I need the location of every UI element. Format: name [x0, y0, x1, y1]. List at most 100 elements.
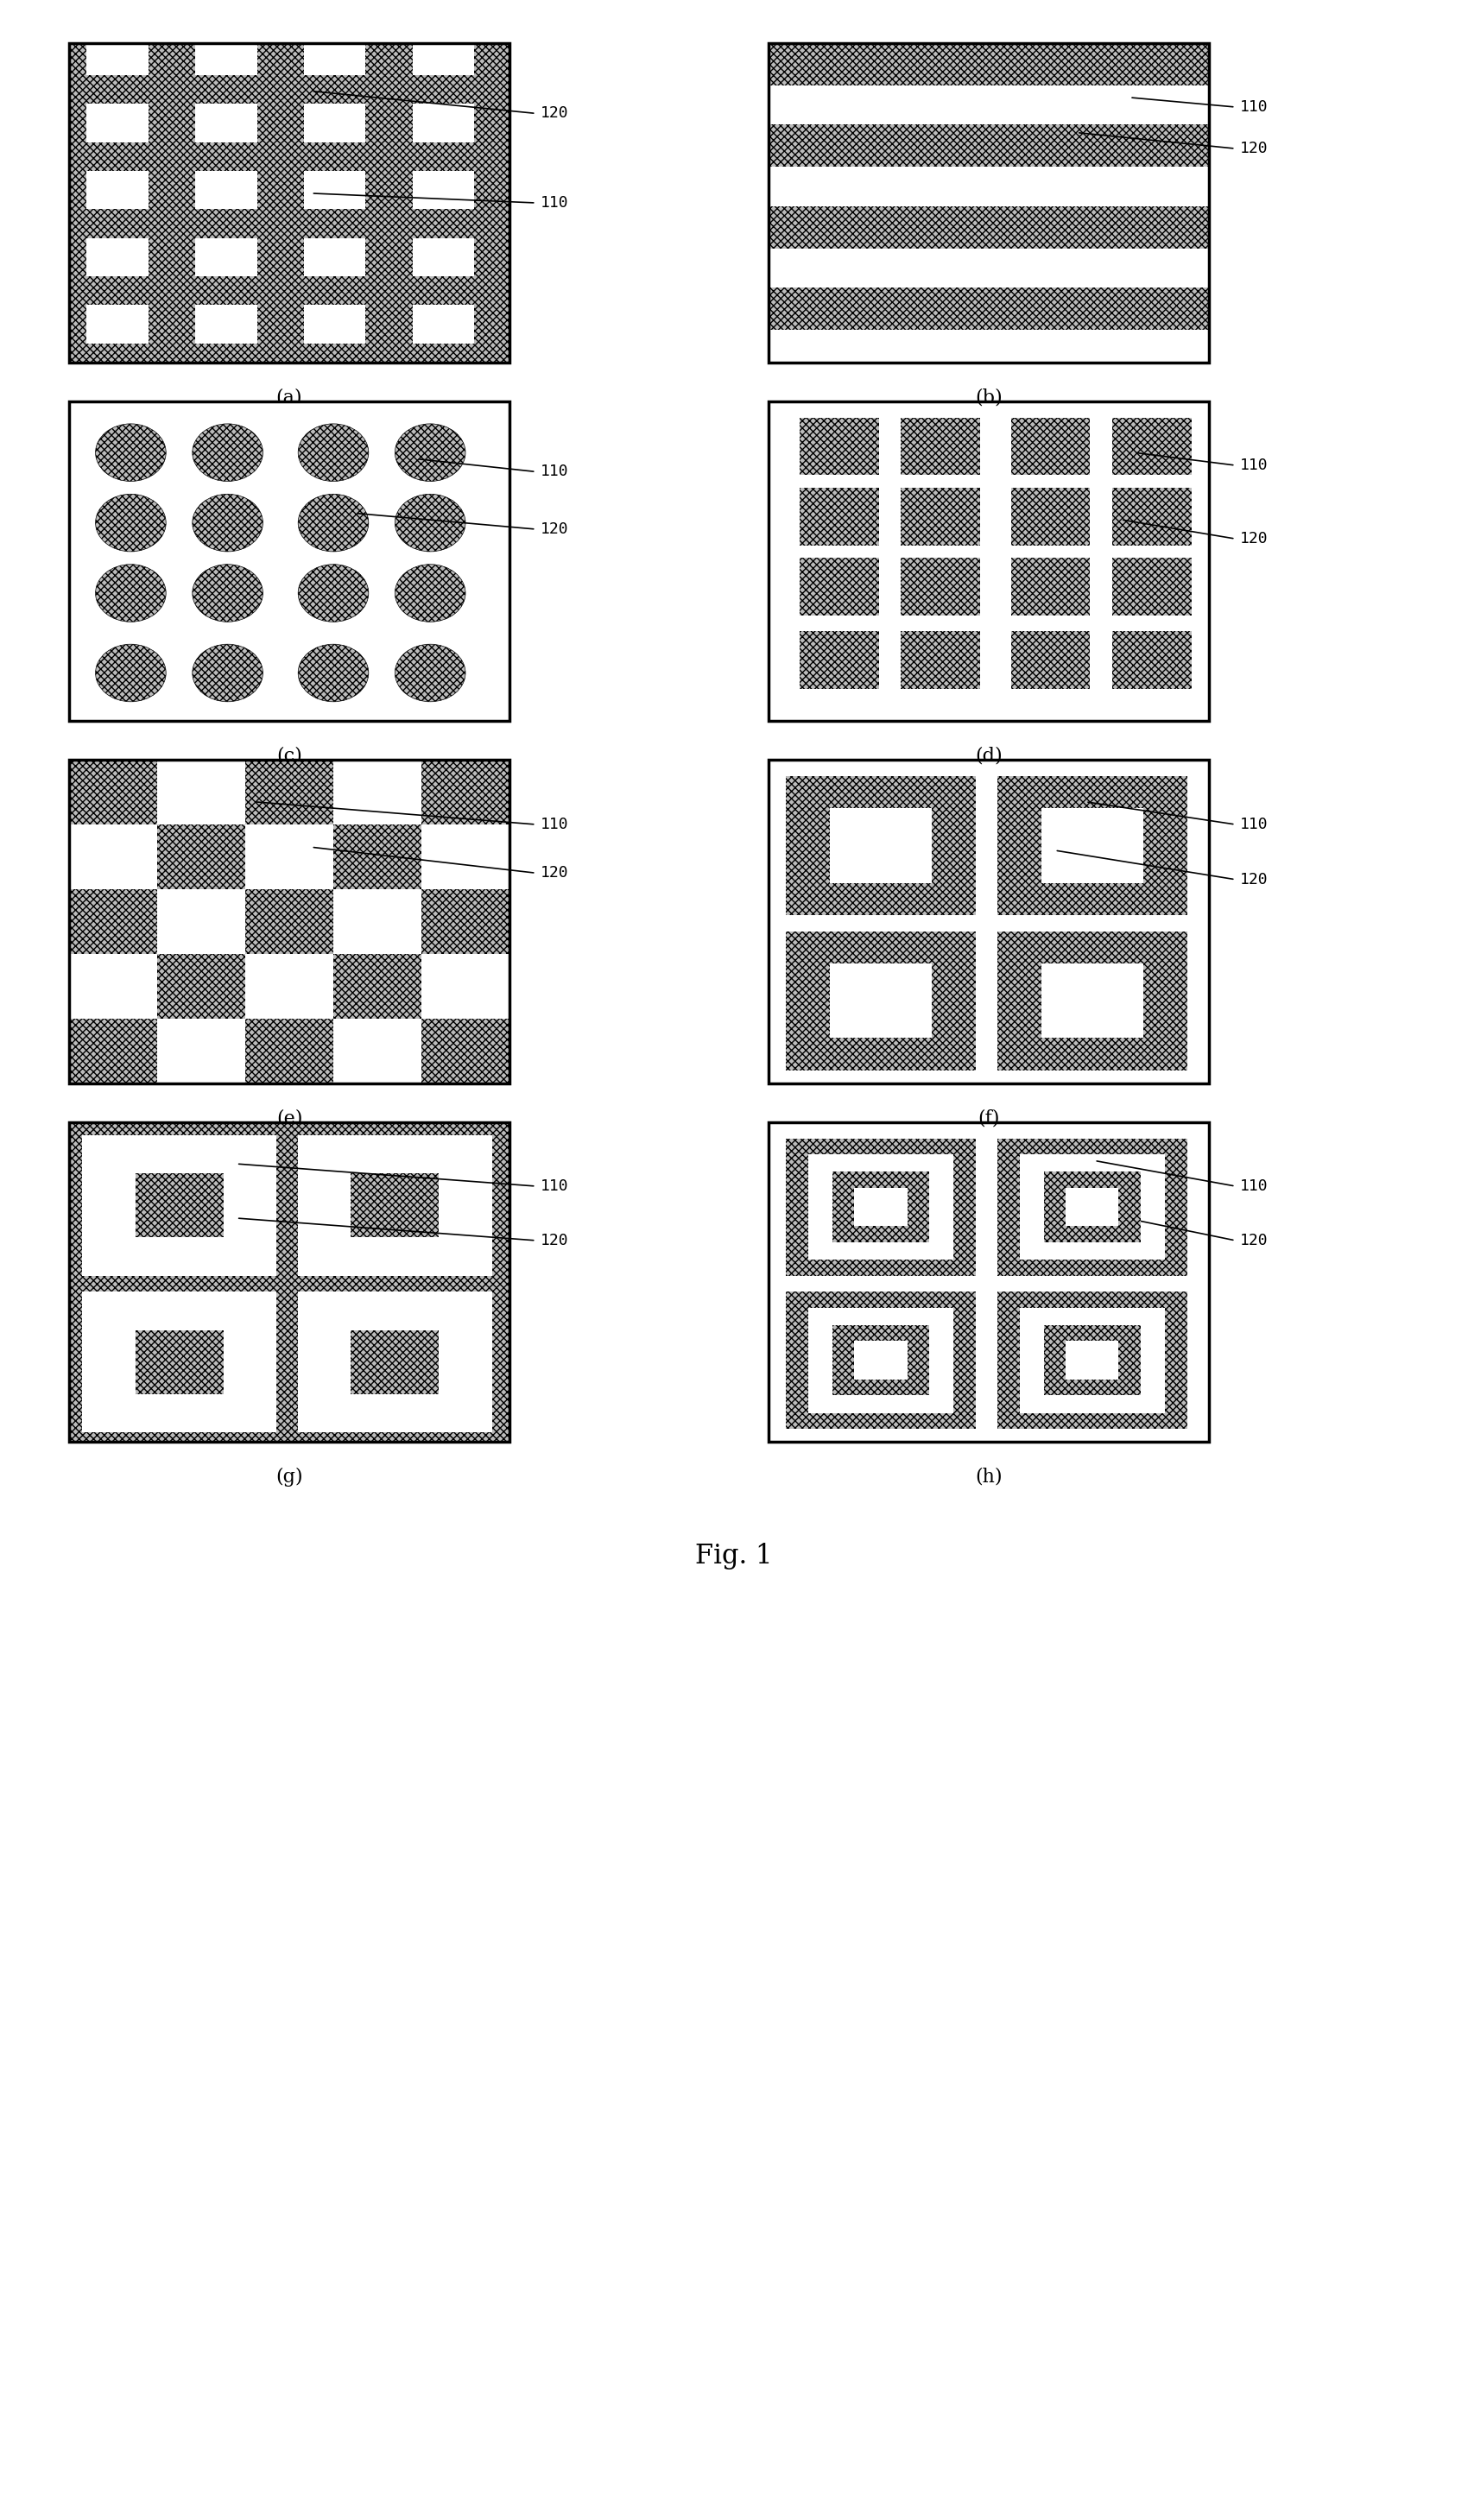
Text: 110: 110 — [1240, 1179, 1268, 1194]
FancyBboxPatch shape — [304, 38, 366, 76]
FancyBboxPatch shape — [901, 557, 981, 615]
FancyBboxPatch shape — [901, 418, 981, 474]
FancyBboxPatch shape — [69, 759, 157, 824]
FancyBboxPatch shape — [787, 932, 976, 1071]
FancyBboxPatch shape — [195, 171, 257, 209]
Text: (c): (c) — [276, 746, 302, 766]
FancyBboxPatch shape — [135, 1174, 223, 1237]
FancyBboxPatch shape — [82, 1134, 276, 1275]
FancyBboxPatch shape — [298, 1134, 492, 1275]
FancyBboxPatch shape — [157, 824, 245, 890]
FancyBboxPatch shape — [413, 171, 474, 209]
FancyBboxPatch shape — [787, 1293, 976, 1429]
Text: (d): (d) — [975, 746, 1003, 766]
FancyBboxPatch shape — [1020, 1154, 1166, 1260]
FancyBboxPatch shape — [245, 759, 333, 824]
FancyBboxPatch shape — [1113, 557, 1192, 615]
Text: (b): (b) — [975, 388, 1003, 408]
FancyBboxPatch shape — [351, 1174, 439, 1237]
FancyBboxPatch shape — [87, 305, 148, 343]
Ellipse shape — [395, 423, 465, 481]
Text: (f): (f) — [978, 1109, 1000, 1129]
FancyBboxPatch shape — [87, 38, 148, 76]
Text: 110: 110 — [540, 1179, 568, 1194]
Ellipse shape — [395, 494, 465, 552]
Ellipse shape — [192, 423, 263, 481]
FancyBboxPatch shape — [245, 1018, 333, 1084]
FancyBboxPatch shape — [831, 809, 932, 882]
FancyBboxPatch shape — [69, 43, 509, 363]
Text: 120: 120 — [540, 864, 568, 882]
Text: 110: 110 — [1240, 459, 1268, 474]
Text: 120: 120 — [1240, 532, 1268, 547]
FancyBboxPatch shape — [1113, 489, 1192, 544]
FancyBboxPatch shape — [854, 1187, 907, 1227]
FancyBboxPatch shape — [1011, 557, 1091, 615]
FancyBboxPatch shape — [87, 103, 148, 141]
FancyBboxPatch shape — [1011, 633, 1091, 688]
FancyBboxPatch shape — [800, 418, 879, 474]
Text: 110: 110 — [1240, 98, 1268, 116]
FancyBboxPatch shape — [87, 171, 148, 209]
FancyBboxPatch shape — [901, 489, 981, 544]
FancyBboxPatch shape — [1066, 1341, 1119, 1378]
FancyBboxPatch shape — [832, 1172, 929, 1242]
FancyBboxPatch shape — [69, 890, 157, 955]
FancyBboxPatch shape — [304, 103, 366, 141]
FancyBboxPatch shape — [832, 1326, 929, 1396]
FancyBboxPatch shape — [1044, 1326, 1141, 1396]
FancyBboxPatch shape — [901, 633, 981, 688]
FancyBboxPatch shape — [1113, 418, 1192, 474]
FancyBboxPatch shape — [998, 1293, 1188, 1429]
FancyBboxPatch shape — [421, 759, 509, 824]
FancyBboxPatch shape — [769, 207, 1210, 249]
FancyBboxPatch shape — [69, 1018, 157, 1084]
FancyBboxPatch shape — [421, 1018, 509, 1084]
FancyBboxPatch shape — [245, 890, 333, 955]
FancyBboxPatch shape — [787, 1139, 976, 1275]
FancyBboxPatch shape — [998, 932, 1188, 1071]
FancyBboxPatch shape — [69, 1121, 509, 1441]
Text: 120: 120 — [540, 522, 568, 537]
FancyBboxPatch shape — [998, 1139, 1188, 1275]
Text: 110: 110 — [1240, 816, 1268, 832]
FancyBboxPatch shape — [1044, 1172, 1141, 1242]
FancyBboxPatch shape — [1042, 809, 1144, 882]
Text: 120: 120 — [1240, 872, 1268, 887]
Text: 110: 110 — [540, 194, 568, 212]
FancyBboxPatch shape — [769, 43, 1210, 86]
FancyBboxPatch shape — [1020, 1308, 1166, 1414]
FancyBboxPatch shape — [1113, 633, 1192, 688]
FancyBboxPatch shape — [195, 237, 257, 277]
FancyBboxPatch shape — [831, 963, 932, 1038]
FancyBboxPatch shape — [195, 38, 257, 76]
Text: (a): (a) — [276, 388, 302, 408]
FancyBboxPatch shape — [333, 955, 421, 1018]
Text: 120: 120 — [1240, 141, 1268, 156]
FancyBboxPatch shape — [195, 305, 257, 343]
FancyBboxPatch shape — [304, 237, 366, 277]
FancyBboxPatch shape — [351, 1331, 439, 1394]
Text: Fig. 1: Fig. 1 — [696, 1542, 772, 1570]
FancyBboxPatch shape — [809, 1308, 954, 1414]
Text: 120: 120 — [1240, 1232, 1268, 1247]
FancyBboxPatch shape — [157, 955, 245, 1018]
FancyBboxPatch shape — [1011, 489, 1091, 544]
Text: (e): (e) — [276, 1109, 302, 1129]
FancyBboxPatch shape — [1066, 1187, 1119, 1227]
Ellipse shape — [192, 564, 263, 622]
Text: (h): (h) — [975, 1467, 1003, 1487]
FancyBboxPatch shape — [413, 103, 474, 141]
FancyBboxPatch shape — [304, 305, 366, 343]
FancyBboxPatch shape — [135, 1331, 223, 1394]
FancyBboxPatch shape — [800, 557, 879, 615]
FancyBboxPatch shape — [787, 776, 976, 915]
FancyBboxPatch shape — [1042, 963, 1144, 1038]
Ellipse shape — [192, 494, 263, 552]
FancyBboxPatch shape — [854, 1341, 907, 1378]
FancyBboxPatch shape — [800, 489, 879, 544]
FancyBboxPatch shape — [769, 123, 1210, 166]
FancyBboxPatch shape — [195, 103, 257, 141]
FancyBboxPatch shape — [69, 401, 509, 721]
FancyBboxPatch shape — [82, 1293, 276, 1431]
